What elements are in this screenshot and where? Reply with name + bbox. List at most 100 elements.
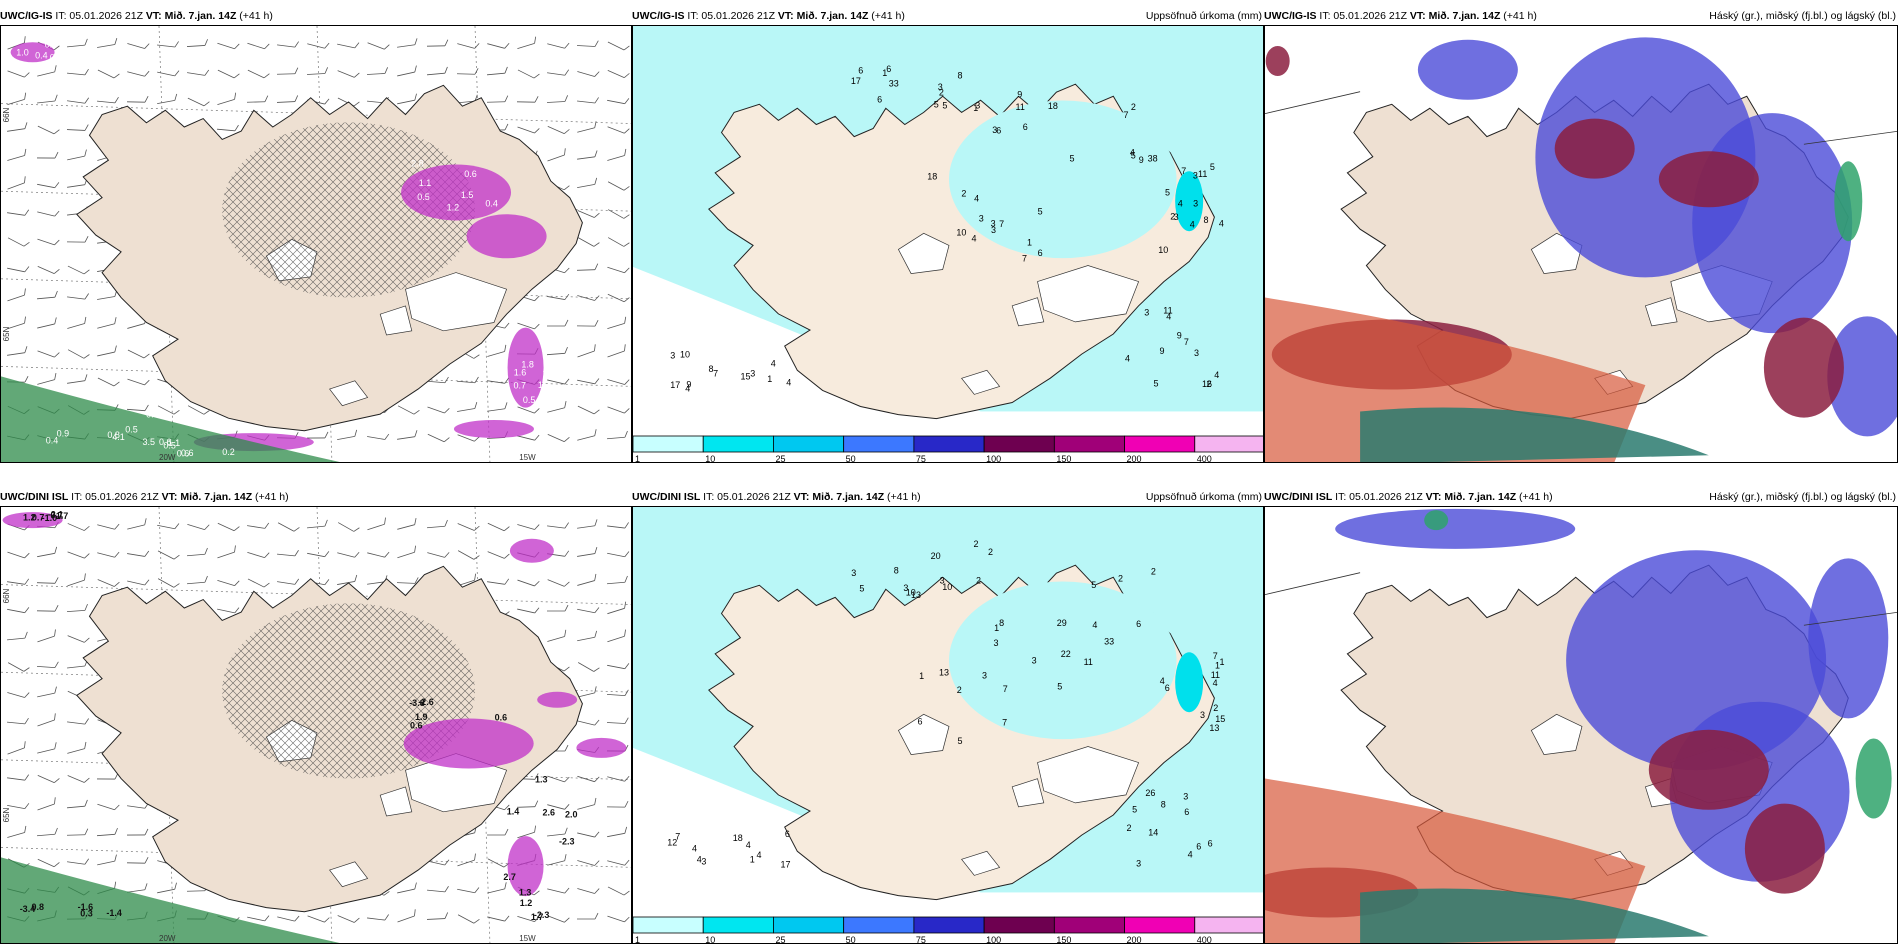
- wind-barb: [607, 69, 630, 79]
- value-label: 1.3: [519, 887, 532, 897]
- wind-barb: [397, 430, 418, 440]
- colorbar-label: 400: [1197, 454, 1212, 463]
- wind-barb: [67, 38, 88, 48]
- value-label: 5: [1210, 162, 1215, 172]
- wind-barb: [186, 39, 208, 47]
- map-canvas: [1265, 37, 1897, 462]
- value-label: 4: [974, 194, 979, 204]
- wind-barb: [306, 431, 329, 439]
- wind-barb: [7, 316, 26, 330]
- wind-barb: [337, 915, 360, 923]
- mid-cloud-area: [1335, 508, 1576, 549]
- wind-barb: [246, 95, 269, 103]
- wind-barb: [607, 181, 630, 191]
- colorbar-label: 400: [1197, 935, 1212, 944]
- value-label: 15: [741, 372, 751, 382]
- precip-area: [10, 42, 55, 63]
- wind-barb: [37, 686, 57, 698]
- wind-barb: [607, 522, 629, 529]
- wind-barb: [487, 344, 507, 357]
- colorbar-swatch: [913, 435, 985, 453]
- wind-barb: [67, 97, 90, 104]
- value-label: 2: [1118, 573, 1123, 583]
- wind-barb: [37, 238, 60, 246]
- field-title: Háský (gr.), miðský (fj.bl.) og lágský (…: [1709, 10, 1896, 22]
- wind-barb: [547, 378, 570, 385]
- value-label: 3: [851, 568, 856, 578]
- value-label: 3: [1194, 348, 1199, 358]
- wind-barb: [337, 551, 360, 558]
- wind-barb: [607, 41, 630, 51]
- wind-barb: [576, 40, 599, 47]
- wind-barb: [247, 552, 270, 558]
- colorbar-swatch: [702, 916, 774, 934]
- wind-barb: [126, 404, 149, 412]
- value-label: 0.4: [485, 198, 498, 208]
- wind-barb: [7, 122, 28, 132]
- value-label: 4: [1219, 219, 1224, 229]
- model-name: UWC/IG-IS: [1264, 10, 1317, 22]
- wind-barb: [547, 804, 570, 810]
- glacier-outline: [897, 232, 950, 274]
- wind-barb: [37, 94, 58, 104]
- colorbar-label: 50: [846, 454, 856, 463]
- value-label: 5: [1070, 153, 1075, 163]
- value-label: 6: [1165, 683, 1170, 693]
- value-label: 5: [1131, 150, 1136, 160]
- wind-barb: [607, 629, 626, 643]
- value-label: 15: [1215, 714, 1225, 724]
- wind-barb: [126, 857, 149, 864]
- wind-barb: [97, 551, 120, 558]
- longitude-gridline: [158, 26, 175, 462]
- wind-barb: [66, 236, 89, 243]
- wind-barb: [97, 289, 118, 300]
- valid-time: VT: Mið. 7.jan. 14Z: [1425, 491, 1517, 503]
- value-label: 11: [1163, 306, 1172, 316]
- low-cloud-band: [1360, 407, 1709, 462]
- value-label: 0.6: [495, 713, 508, 723]
- wind-barb: [97, 345, 117, 357]
- value-label: 13: [911, 590, 921, 600]
- value-label: 16: [1202, 379, 1212, 389]
- value-label: 17: [670, 380, 680, 390]
- wind-barb: [397, 909, 416, 923]
- model-name: UWC/DINI ISL: [632, 491, 701, 503]
- wind-barb: [457, 43, 480, 49]
- wind-barb: [7, 825, 27, 838]
- value-label: 13: [939, 667, 949, 677]
- value-label: 0.4: [49, 39, 62, 49]
- colorbar-label: 10: [705, 935, 715, 944]
- glacier-outline: [1011, 778, 1045, 808]
- value-label: 1.4: [507, 807, 520, 817]
- wind-barb: [396, 577, 419, 584]
- wind-barb: [546, 319, 569, 327]
- wind-barb: [7, 631, 28, 641]
- wind-barb: [157, 523, 180, 530]
- model-name: UWC/DINI ISL: [1264, 491, 1333, 503]
- precip-area: [466, 214, 547, 259]
- wind-barb: [187, 97, 210, 107]
- wind-barb: [577, 150, 598, 160]
- wind-barb: [7, 662, 30, 672]
- wind-barb: [546, 95, 568, 103]
- colorbar-swatch: [1194, 916, 1263, 934]
- value-label: 2: [961, 188, 966, 198]
- wind-barb: [217, 607, 240, 614]
- value-label: 0.5: [163, 441, 176, 451]
- projection-line: [1265, 91, 1361, 114]
- value-label: -1.6: [78, 902, 94, 912]
- panel-dini-cloud-layers: UWC/DINI ISL IT: 05.01.2026 21Z VT: Mið.…: [1264, 490, 1900, 944]
- value-label: 7: [1213, 651, 1218, 661]
- valid-time: VT: Mið. 7.jan. 14Z: [145, 10, 237, 22]
- value-label: 5: [1038, 207, 1043, 217]
- precip-area: [509, 538, 554, 563]
- wind-barb: [37, 65, 57, 77]
- value-label: 38: [1148, 154, 1158, 164]
- wind-barb: [546, 604, 569, 612]
- wind-barb: [577, 295, 600, 301]
- wind-barb: [577, 888, 600, 894]
- value-label: 3: [1174, 212, 1179, 222]
- map-canvas: 0.7 0.6 1.4 1.3 0.8 1.2 -2.6 2.0 1.7 0.3 1.7 0.6 1.3…: [1, 507, 631, 943]
- value-label: 1: [767, 374, 772, 384]
- wind-barb: [37, 266, 60, 274]
